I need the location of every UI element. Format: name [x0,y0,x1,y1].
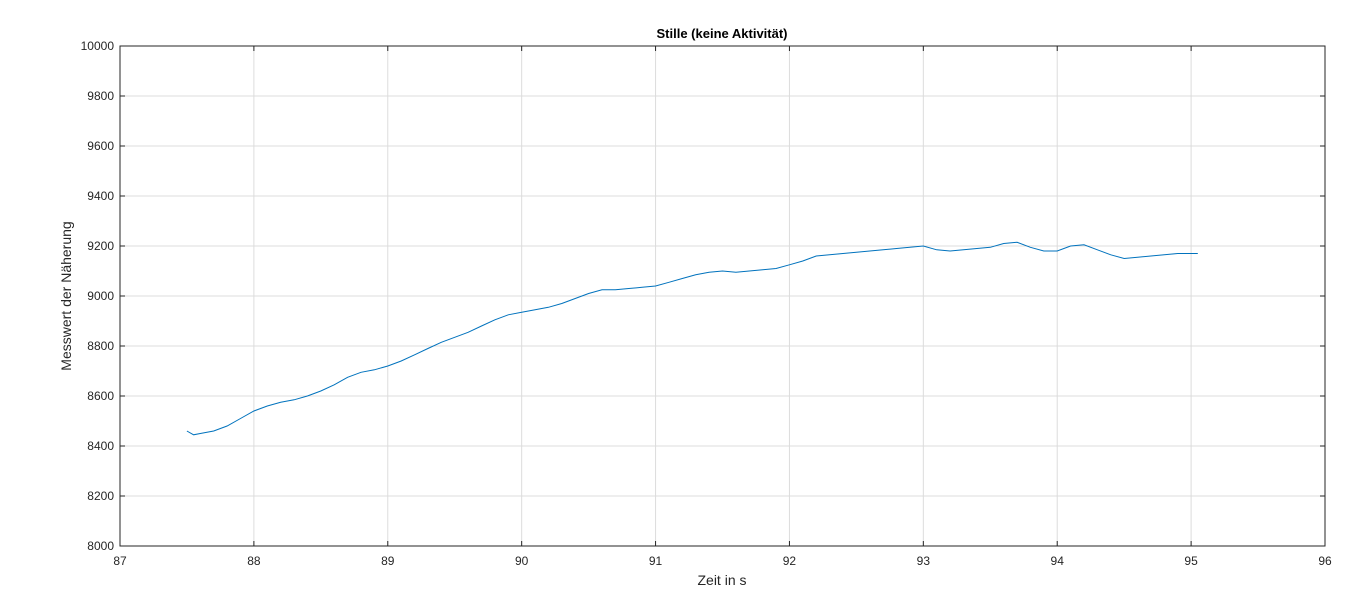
x-axis-ticks: 87 88 89 90 91 92 93 94 95 96 [113,46,1332,568]
y-tick-label: 9600 [87,139,114,153]
x-tick-label: 92 [783,554,797,568]
x-tick-label: 96 [1318,554,1332,568]
y-tick-label: 8000 [87,539,114,553]
y-axis-label: Messwert der Näherung [58,221,74,370]
y-tick-label: 9000 [87,289,114,303]
y-tick-label: 8400 [87,439,114,453]
chart-title: Stille (keine Aktivität) [657,26,788,41]
x-tick-label: 95 [1184,554,1198,568]
series-line [186,241,1198,436]
grid-lines [119,45,1326,547]
y-tick-label: 8600 [87,389,114,403]
y-tick-label: 8800 [87,339,114,353]
y-tick-label: 9800 [87,89,114,103]
x-tick-label: 93 [917,554,931,568]
x-tick-label: 89 [381,554,395,568]
x-tick-label: 88 [247,554,261,568]
y-axis-ticks: 8000 8200 8400 8600 8800 9000 9200 9400 9600 9800… [81,39,1325,553]
y-tick-label: 8200 [87,489,114,503]
x-tick-label: 87 [113,554,127,568]
y-tick-label: 10000 [81,39,115,53]
y-tick-label: 9200 [87,239,114,253]
x-axis-label: Zeit in s [697,572,746,588]
y-tick-label: 9400 [87,189,114,203]
x-tick-label: 91 [649,554,663,568]
x-tick-label: 94 [1051,554,1065,568]
x-tick-label: 90 [515,554,529,568]
